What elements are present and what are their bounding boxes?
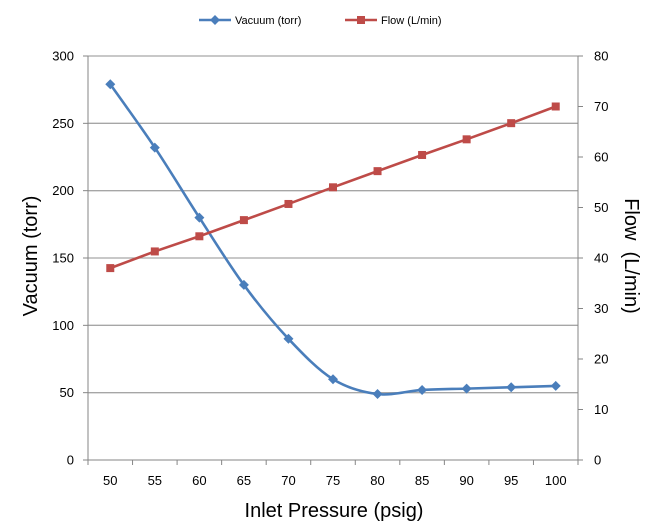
data-point <box>240 216 248 224</box>
y-tick-label: 150 <box>52 251 74 266</box>
x-tick-label: 95 <box>504 473 518 488</box>
y-tick-label: 200 <box>52 183 74 198</box>
y2-tick-label: 70 <box>594 99 608 114</box>
data-point <box>106 264 114 272</box>
y2-tick-label: 10 <box>594 402 608 417</box>
x-tick-label: 100 <box>545 473 567 488</box>
legend-label: Flow (L/min) <box>381 15 442 27</box>
y-tick-label: 0 <box>67 453 74 468</box>
data-point <box>373 389 383 399</box>
gridlines <box>88 56 578 393</box>
y2-tick-label: 20 <box>594 352 608 367</box>
y-axis-ticks: 0 50 100 150 200 250 300 <box>52 49 88 468</box>
legend-swatch-marker <box>357 16 365 24</box>
x-tick-label: 85 <box>415 473 429 488</box>
y-tick-label: 50 <box>60 385 74 400</box>
y2-tick-label: 80 <box>594 49 608 64</box>
data-point <box>506 382 516 392</box>
x-tick-label: 65 <box>237 473 251 488</box>
y2-tick-label: 0 <box>594 453 601 468</box>
series-layer <box>105 79 560 399</box>
y-tick-label: 300 <box>52 49 74 64</box>
y2-axis-ticks: 0 10 20 30 40 50 60 70 80 <box>578 49 608 468</box>
x-tick-label: 55 <box>148 473 162 488</box>
legend: Vacuum (torr) Flow (L/min) <box>199 15 442 27</box>
x-tick-label: 70 <box>281 473 295 488</box>
series-flow <box>106 103 559 273</box>
y2-axis-title: Flow (L/min) <box>620 198 642 314</box>
y2-tick-label: 50 <box>594 200 608 215</box>
x-tick-label: 80 <box>370 473 384 488</box>
data-point <box>507 119 515 127</box>
data-point <box>463 135 471 143</box>
x-tick-label: 75 <box>326 473 340 488</box>
x-axis-ticks: 50 55 60 65 70 75 80 85 90 95 100 <box>88 460 578 488</box>
data-point <box>374 167 382 175</box>
legend-item: Flow (L/min) <box>345 15 442 27</box>
x-tick-label: 90 <box>459 473 473 488</box>
data-point <box>552 103 560 111</box>
series-vacuum <box>105 79 560 399</box>
legend-label: Vacuum (torr) <box>235 15 301 27</box>
data-point <box>418 151 426 159</box>
y2-tick-label: 60 <box>594 150 608 165</box>
y-axis-title: Vacuum (torr) <box>20 196 42 317</box>
x-tick-label: 60 <box>192 473 206 488</box>
y-tick-label: 100 <box>52 318 74 333</box>
data-point <box>329 183 337 191</box>
data-point <box>284 200 292 208</box>
data-point <box>151 247 159 255</box>
data-point <box>195 232 203 240</box>
legend-swatch-marker <box>210 15 220 25</box>
y-tick-label: 250 <box>52 116 74 131</box>
x-axis-title: Inlet Pressure (psig) <box>245 500 424 522</box>
y2-tick-label: 40 <box>594 251 608 266</box>
y2-tick-label: 30 <box>594 301 608 316</box>
x-tick-label: 50 <box>103 473 117 488</box>
data-point <box>417 385 427 395</box>
legend-item: Vacuum (torr) <box>199 15 301 27</box>
data-point <box>551 381 561 391</box>
